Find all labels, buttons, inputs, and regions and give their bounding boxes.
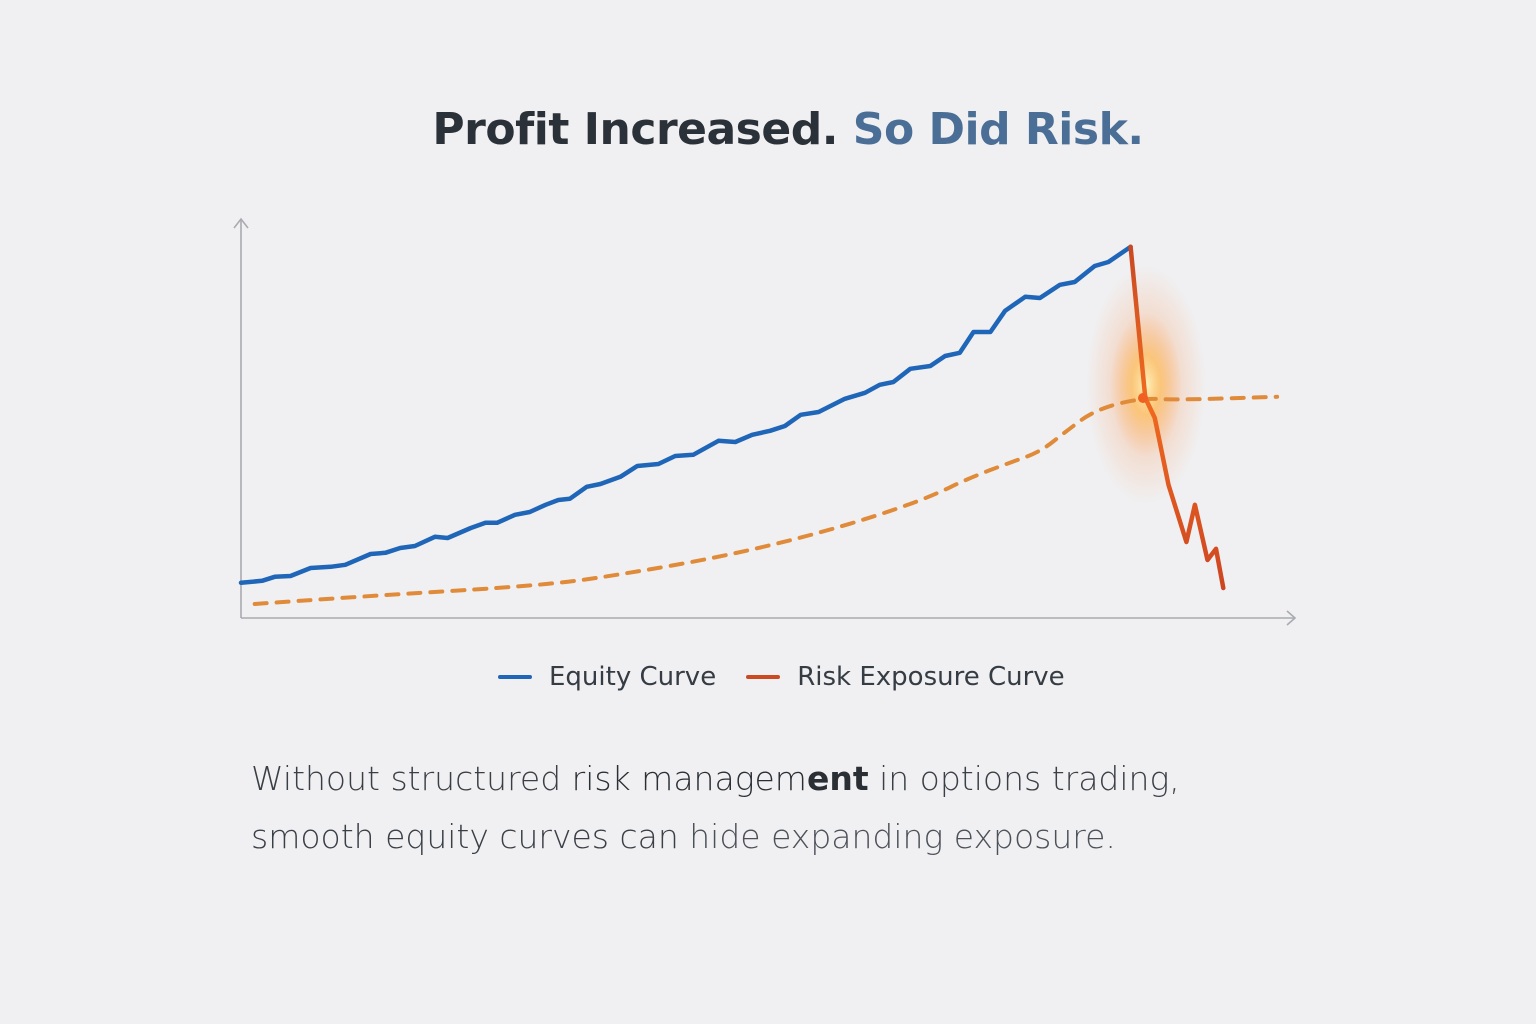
legend-label-risk: Risk Exposure Curve [797, 662, 1065, 692]
risk-dashed-line [252, 394, 1280, 606]
risk-exposure-drawdown-line [1128, 244, 1226, 591]
y-axis [233, 217, 249, 618]
equity-curve-line [238, 244, 1133, 586]
caption-text: Without structured risk management in op… [251, 750, 1251, 866]
caption-segment-light: hide expanding exposure. [689, 817, 1116, 856]
intersection-point [1138, 393, 1148, 403]
caption-segment-bold: ent [806, 759, 869, 798]
risk-swatch-icon [746, 675, 781, 679]
legend-label-equity: Equity Curve [549, 662, 717, 692]
caption-segment: Without structured [251, 759, 572, 798]
caption-segment: smooth equity curves can [251, 817, 690, 856]
caption-segment: in options trading, [868, 759, 1180, 798]
caption-line-2: smooth equity curves can hide expanding … [251, 808, 1251, 866]
title-part-risk: So Did Risk. [852, 104, 1144, 155]
x-axis [241, 610, 1297, 626]
equity-swatch-icon [498, 675, 532, 679]
legend-item-risk: Risk Exposure Curve [746, 662, 1065, 692]
title-part-profit: Profit Increased. [432, 104, 838, 155]
chart-legend: Equity Curve Risk Exposure Curve [498, 662, 1095, 692]
y-axis-arrow-icon [233, 217, 249, 229]
chart-title: Profit Increased. So Did Risk. [0, 104, 1536, 155]
caption-line-1: Without structured risk management in op… [251, 750, 1251, 808]
caption-segment-risk: risk managem [571, 759, 807, 798]
x-axis-arrow-icon [1286, 610, 1297, 626]
legend-item-equity: Equity Curve [498, 662, 716, 692]
